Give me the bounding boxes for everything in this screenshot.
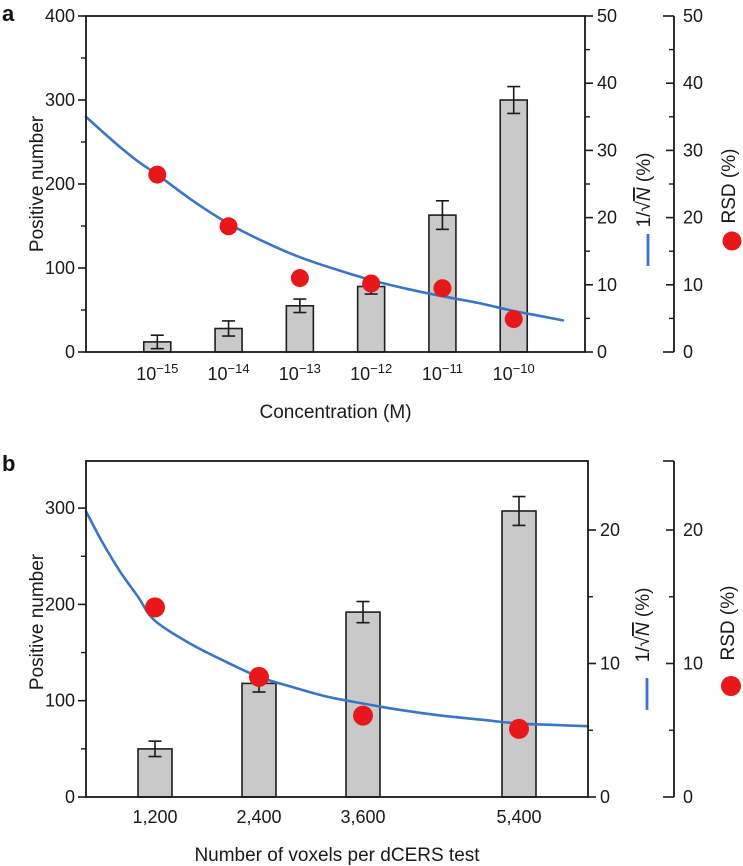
rsd-dot xyxy=(219,217,238,236)
panel-a-label: a xyxy=(2,1,15,26)
left-axis-title: Positive number xyxy=(27,553,48,690)
y-tick-label: 10 xyxy=(683,275,703,295)
x-axis-title: Number of voxels per dCERS test xyxy=(194,845,480,866)
left-axis: 0 100 200 300 400 Positive number xyxy=(27,6,86,362)
inverse-sqrt-n-curve xyxy=(84,510,590,728)
inverse-sqrt-n-curve xyxy=(84,115,565,322)
x-tick-label: 10−12 xyxy=(350,361,392,384)
x-tick-label: 10−13 xyxy=(279,361,321,384)
bars-a xyxy=(142,85,529,353)
x-tick-label: 10−10 xyxy=(493,361,535,384)
error-bar xyxy=(293,298,307,314)
error-bar xyxy=(356,600,370,624)
y-tick-label: 10 xyxy=(597,275,617,295)
y-tick-label: 10 xyxy=(600,654,620,674)
x-tick-label: 10−11 xyxy=(422,361,463,384)
rsd-dot xyxy=(145,597,165,618)
rsd-dots xyxy=(145,597,530,739)
x-tick-label: 1,200 xyxy=(132,807,177,827)
x-tick-label: 10−14 xyxy=(208,361,250,384)
error-bar xyxy=(222,320,236,337)
y-tick-label: 40 xyxy=(683,73,703,93)
y-tick-label: 30 xyxy=(597,140,617,160)
line-axis-title: 1/√N (%) xyxy=(634,153,655,228)
y-tick-label: 400 xyxy=(45,6,75,26)
x-axis: 10−15 10−14 10−13 10−12 10−11 10−10 Concentrat… xyxy=(136,361,535,423)
error-bar xyxy=(435,200,449,231)
right-axis-line-scale: 0 10 20 30 40 50 1/√N (%) xyxy=(585,6,655,362)
rsd-dot xyxy=(148,165,167,184)
x-tick-label: 5,400 xyxy=(496,807,541,827)
y-tick-label: 300 xyxy=(45,90,75,110)
rsd-dot xyxy=(249,666,270,687)
y-tick-label: 0 xyxy=(600,787,610,807)
bar xyxy=(356,285,386,353)
y-tick-label: 10 xyxy=(683,654,703,674)
y-tick-label: 50 xyxy=(597,6,617,26)
rsd-dots xyxy=(148,165,523,329)
x-tick-label: 10−15 xyxy=(136,361,178,384)
y-tick-label: 0 xyxy=(65,342,75,362)
rsd-axis-title: RSD (%) xyxy=(718,586,739,661)
left-axis: 0 100 200 300 Positive number xyxy=(27,498,86,807)
rsd-legend-marker xyxy=(722,231,742,251)
y-tick-label: 0 xyxy=(683,787,693,807)
y-tick-label: 100 xyxy=(45,691,75,711)
line-axis-title: 1/√N (%) xyxy=(633,588,654,663)
bars-b xyxy=(137,495,537,798)
x-axis-title: Concentration (M) xyxy=(259,402,411,423)
right-axis-line-scale: 0 10 20 1/√N (%) xyxy=(588,520,654,807)
plot-frame xyxy=(85,460,589,798)
rsd-axis: 0 10 20 30 40 50 RSD (%) xyxy=(663,6,742,362)
y-tick-label: 40 xyxy=(597,73,617,93)
x-axis: 1,200 2,400 3,600 5,400 Number of voxels per… xyxy=(132,807,541,866)
error-bar xyxy=(148,740,162,758)
rsd-dot xyxy=(504,310,523,329)
y-tick-label: 200 xyxy=(45,594,75,614)
left-axis-title: Positive number xyxy=(27,115,48,252)
error-bar xyxy=(512,495,526,527)
panel-b: 0 100 200 300 Positive number 0 10 20 1/√N (%) 0 1… xyxy=(27,460,741,866)
y-tick-label: 200 xyxy=(45,174,75,194)
y-tick-label: 20 xyxy=(683,208,703,228)
y-tick-label: 50 xyxy=(683,6,703,26)
y-tick-label: 20 xyxy=(600,520,620,540)
y-tick-label: 0 xyxy=(597,342,607,362)
rsd-axis: 0 10 20 RSD (%) xyxy=(663,460,741,807)
y-tick-label: 300 xyxy=(45,498,75,518)
rsd-legend-marker xyxy=(721,676,741,696)
x-tick-label: 2,400 xyxy=(236,807,281,827)
rsd-axis-title: RSD (%) xyxy=(719,149,740,224)
x-tick-label: 3,600 xyxy=(340,807,385,827)
bar xyxy=(241,682,277,798)
y-tick-label: 100 xyxy=(45,258,75,278)
panel-b-label: b xyxy=(2,451,16,476)
error-bar xyxy=(507,85,521,115)
y-tick-label: 0 xyxy=(65,787,75,807)
y-tick-label: 0 xyxy=(683,342,693,362)
rsd-dot xyxy=(509,718,530,739)
y-tick-label: 30 xyxy=(683,140,703,160)
y-tick-label: 20 xyxy=(597,208,617,228)
rsd-dot xyxy=(433,279,452,298)
bar xyxy=(501,510,537,798)
rsd-dot xyxy=(290,269,309,288)
y-tick-label: 20 xyxy=(683,520,703,540)
error-bar xyxy=(150,334,164,350)
rsd-dot xyxy=(353,705,374,726)
rsd-dot xyxy=(362,274,381,293)
